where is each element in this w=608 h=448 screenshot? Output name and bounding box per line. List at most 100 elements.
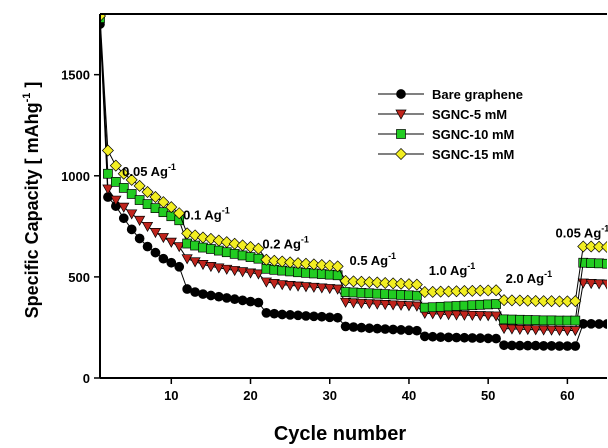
data-point-sgnc-15-mm	[109, 159, 122, 172]
data-point-sgnc-5-mm	[300, 282, 312, 293]
data-point-sgnc-5-mm	[530, 325, 542, 336]
rate-annotation-superscript: -1	[301, 235, 309, 245]
rate-annotation: 1.0 Ag-1	[429, 261, 476, 278]
data-point-sgnc-15-mm	[577, 240, 590, 253]
data-point-bare-graphene	[134, 233, 145, 244]
legend-item-sgnc-15-mm: SGNC-15 mM	[378, 147, 514, 162]
data-point-sgnc-5-mm	[403, 301, 415, 312]
data-point-bare-graphene	[253, 297, 264, 308]
data-point-sgnc-5-mm	[371, 299, 383, 310]
data-point-sgnc-10-mm	[118, 183, 129, 193]
legend-label: Bare graphene	[432, 87, 523, 102]
data-point-sgnc-5-mm	[601, 279, 607, 290]
data-point-sgnc-5-mm	[379, 300, 391, 311]
rate-annotation-superscript: -1	[544, 269, 552, 279]
data-point-bare-graphene	[198, 289, 208, 299]
data-point-bare-graphene	[245, 296, 256, 307]
rate-annotation: 0.05 Ag-1	[556, 223, 608, 240]
data-point-bare-graphene	[190, 287, 200, 297]
data-point-sgnc-15-mm	[545, 295, 558, 308]
y-tick-label: 0	[83, 371, 90, 386]
series-sgnc-10-mm	[100, 14, 607, 326]
data-point-sgnc-10-mm	[412, 290, 422, 301]
data-point-bare-graphene	[332, 312, 343, 323]
data-point-sgnc-5-mm	[458, 310, 471, 321]
data-point-sgnc-15-mm	[276, 255, 289, 268]
x-tick-label: 60	[560, 388, 574, 403]
data-point-sgnc-15-mm	[204, 232, 217, 245]
y-tick-label: 1500	[61, 68, 90, 83]
data-point-bare-graphene	[206, 290, 216, 301]
data-point-sgnc-15-mm	[569, 295, 582, 308]
rate-annotation-superscript: -1	[467, 261, 475, 271]
rate-annotation-label: 0.05 Ag	[556, 225, 602, 240]
data-point-sgnc-5-mm	[545, 325, 558, 336]
data-point-sgnc-5-mm	[411, 301, 423, 312]
legend-marker-sgnc-5-mm	[395, 109, 407, 120]
data-point-bare-graphene	[150, 247, 161, 258]
data-point-sgnc-15-mm	[553, 295, 566, 308]
x-tick-label: 40	[402, 388, 416, 403]
data-point-sgnc-15-mm	[601, 240, 607, 253]
rate-annotation-superscript: -1	[601, 223, 608, 233]
data-point-bare-graphene	[118, 213, 129, 224]
data-point-sgnc-5-mm	[490, 311, 502, 322]
rate-annotation-label: 2.0 Ag	[506, 271, 545, 286]
y-axis-title-superscript: -1	[21, 93, 33, 103]
data-point-sgnc-5-mm	[316, 283, 328, 294]
data-point-sgnc-15-mm	[101, 144, 114, 157]
data-point-sgnc-10-mm	[126, 189, 137, 199]
data-point-sgnc-5-mm	[498, 324, 510, 335]
data-point-sgnc-5-mm	[252, 269, 265, 280]
data-point-sgnc-15-mm	[387, 277, 400, 290]
series-sgnc-15-mm	[100, 14, 607, 308]
rate-annotation: 0.5 Ag-1	[350, 251, 397, 268]
rate-annotation: 0.05 Ag-1	[122, 162, 176, 179]
data-point-sgnc-5-mm	[292, 281, 304, 292]
data-point-sgnc-15-mm	[212, 234, 225, 247]
data-point-sgnc-15-mm	[529, 294, 542, 307]
data-point-sgnc-15-mm	[292, 257, 305, 270]
legend-label: SGNC-10 mM	[432, 127, 514, 142]
data-point-sgnc-5-mm	[474, 311, 486, 322]
data-point-sgnc-5-mm	[561, 326, 573, 337]
data-point-sgnc-15-mm	[299, 257, 312, 270]
legend-item-bare-graphene: Bare graphene	[378, 87, 523, 102]
data-point-bare-graphene	[213, 291, 224, 302]
rate-annotation-superscript: -1	[388, 251, 396, 261]
data-point-sgnc-10-mm	[110, 176, 121, 187]
data-point-sgnc-15-mm	[331, 260, 344, 273]
data-point-sgnc-15-mm	[125, 173, 138, 186]
data-point-sgnc-5-mm	[229, 266, 241, 277]
data-point-bare-graphene	[166, 257, 177, 268]
data-point-sgnc-10-mm	[602, 258, 607, 269]
data-point-sgnc-5-mm	[482, 311, 494, 322]
data-point-sgnc-15-mm	[490, 284, 503, 297]
data-point-sgnc-5-mm	[387, 300, 399, 311]
data-point-sgnc-5-mm	[569, 326, 581, 337]
data-point-sgnc-5-mm	[355, 298, 368, 309]
data-point-sgnc-5-mm	[173, 242, 185, 253]
data-point-sgnc-15-mm	[252, 242, 265, 255]
data-point-sgnc-15-mm	[157, 196, 170, 209]
data-point-sgnc-15-mm	[402, 278, 415, 291]
data-point-sgnc-5-mm	[466, 310, 478, 322]
data-point-sgnc-5-mm	[450, 310, 463, 321]
data-point-bare-graphene	[237, 295, 248, 306]
legend-item-sgnc-10-mm: SGNC-10 mM	[378, 127, 514, 142]
rate-annotation-superscript: -1	[222, 205, 230, 215]
data-point-sgnc-15-mm	[537, 295, 550, 308]
rate-annotation-label: 1.0 Ag	[429, 263, 468, 278]
data-point-sgnc-15-mm	[505, 294, 518, 307]
data-point-sgnc-5-mm	[276, 280, 288, 291]
data-point-sgnc-15-mm	[371, 276, 384, 289]
data-point-bare-graphene	[491, 333, 501, 344]
data-point-bare-graphene	[412, 325, 422, 336]
rate-annotation-label: 0.5 Ag	[350, 253, 389, 268]
data-point-sgnc-15-mm	[173, 207, 186, 220]
rate-annotation-superscript: -1	[168, 162, 176, 172]
y-tick-label: 1000	[61, 169, 90, 184]
data-point-sgnc-15-mm	[521, 294, 534, 307]
data-point-sgnc-15-mm	[363, 276, 376, 289]
data-point-sgnc-5-mm	[141, 221, 154, 233]
